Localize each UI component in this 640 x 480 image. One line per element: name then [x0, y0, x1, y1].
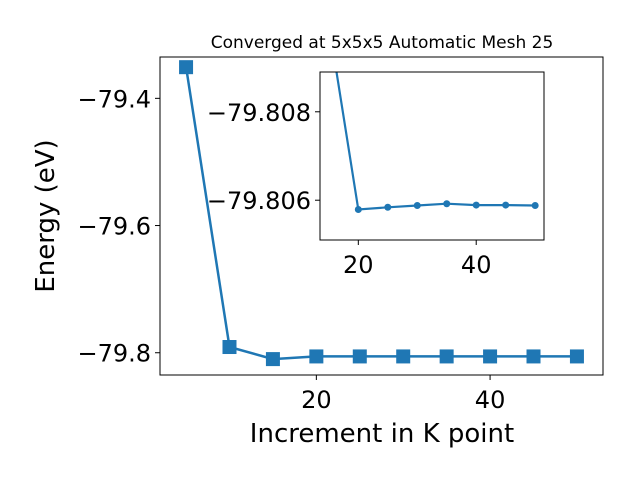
main-series-line — [184, 67, 577, 361]
main-series — [179, 60, 584, 367]
main-data-point — [179, 60, 194, 75]
main-y-tick-label: −79.6 — [77, 213, 151, 241]
main-data-point — [265, 352, 280, 367]
main-plot-frame — [159, 56, 604, 376]
main-y-tick-label: −79.8 — [77, 340, 151, 368]
inset-data-point — [413, 202, 421, 210]
inset-series-line — [335, 72, 536, 211]
main-x-tick-label: 20 — [301, 386, 332, 414]
inset-x-tick-label: 20 — [343, 251, 374, 279]
x-axis-label: Increment in K point — [250, 419, 514, 449]
main-plot-area — [179, 60, 584, 367]
inset-data-point — [443, 200, 451, 208]
main-data-point — [396, 349, 411, 364]
main-y-tick-label: −79.4 — [77, 85, 151, 113]
inset-data-point — [502, 201, 510, 209]
inset-data-point — [472, 201, 480, 209]
main-data-point — [439, 349, 454, 364]
inset-series — [335, 72, 539, 213]
main-x-tick-label: 40 — [475, 386, 506, 414]
main-ticks: 20 40 −79.4 −79.6 −79.8 — [77, 85, 505, 414]
main-data-point — [483, 349, 498, 364]
inset-ticks: 20 40 −79.808 −79.806 — [207, 99, 492, 279]
main-data-point — [526, 349, 541, 364]
main-data-point — [309, 349, 324, 364]
inset-plot-frame — [319, 71, 545, 241]
main-data-point — [352, 349, 367, 364]
main-data-point — [569, 349, 584, 364]
inset-x-tick-label: 40 — [461, 251, 492, 279]
inset-data-point — [531, 202, 539, 210]
inset-data-point — [354, 205, 362, 213]
main-data-point — [222, 340, 237, 355]
chart-title: Converged at 5x5x5 Automatic Mesh 25 — [211, 33, 554, 53]
inset-data-point — [384, 203, 392, 211]
inset-background — [320, 72, 544, 240]
inset-y-tick-label: −79.806 — [207, 187, 311, 215]
y-axis-label: Energy (eV) — [31, 139, 61, 292]
inset-y-tick-label: −79.808 — [207, 99, 311, 127]
